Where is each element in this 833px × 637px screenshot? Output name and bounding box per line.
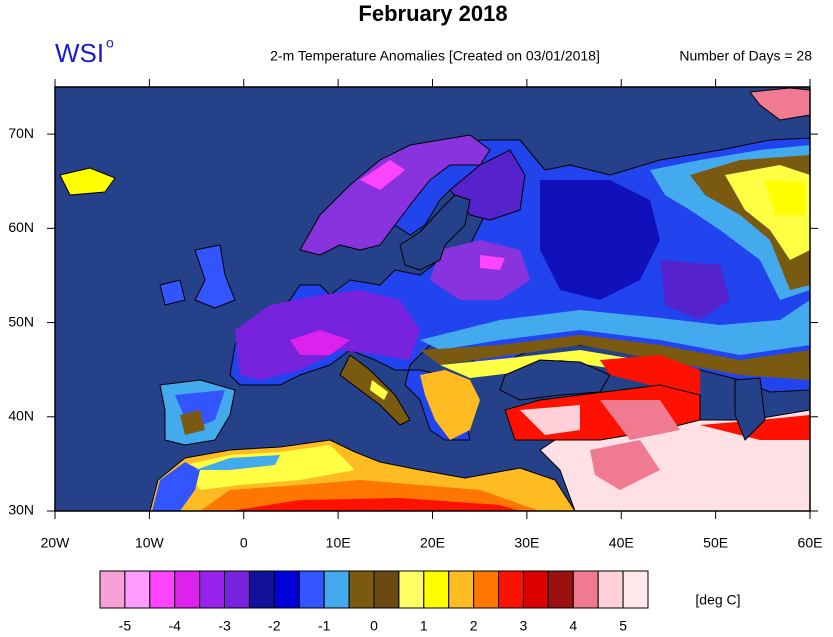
days: Number of Days = 28 (679, 48, 812, 64)
colorbar-box (99, 570, 126, 609)
x-tick-label: 10W (135, 535, 165, 551)
colorbar-box (448, 570, 475, 609)
x-tick-label: 60E (798, 535, 823, 551)
colorbar-box (124, 570, 151, 609)
colorbar-label: 1 (420, 618, 428, 634)
colorbar-box (248, 570, 275, 609)
title: February 2018 (358, 1, 507, 26)
colorbar-box (273, 570, 300, 609)
colorbar-box (323, 570, 350, 609)
map (55, 87, 810, 511)
y-tick-label: 30N (8, 502, 34, 518)
colorbar-box (547, 570, 574, 609)
x-tick-label: 40E (609, 535, 634, 551)
y-tick-label: 70N (8, 125, 34, 141)
y-tick-label: 40N (8, 407, 34, 423)
colorbar-label: 2 (470, 618, 478, 634)
colorbar-box (373, 570, 400, 609)
colorbar-label: 0 (370, 618, 378, 634)
colorbar-box (522, 570, 549, 609)
colorbar-label: -4 (169, 618, 182, 634)
colorbar-box (473, 570, 500, 609)
x-tick-label: 20E (420, 535, 445, 551)
logo-sup: o (106, 35, 114, 51)
logo: WSI (55, 38, 104, 68)
colorbar-box (348, 570, 375, 609)
colorbar-box (572, 570, 599, 609)
x-tick-label: 50E (703, 535, 728, 551)
colorbar-label: 5 (619, 618, 627, 634)
colorbar-box (622, 570, 649, 609)
x-tick-label: 10E (326, 535, 351, 551)
x-tick-label: 0 (240, 535, 248, 551)
colorbar-box (597, 570, 624, 609)
colorbar-label: -2 (268, 618, 281, 634)
colorbar-label: 4 (569, 618, 577, 634)
colorbar-box (423, 570, 450, 609)
colorbar-label: 3 (520, 618, 528, 634)
colorbar-box (398, 570, 425, 609)
colorbar-unit: [deg C] (695, 592, 740, 608)
colorbar-box (224, 570, 250, 609)
y-tick-label: 50N (8, 313, 34, 329)
colorbar-box (174, 570, 201, 609)
colorbar-box (149, 570, 176, 609)
colorbar-label: -3 (218, 618, 231, 634)
colorbar-box (199, 570, 226, 609)
colorbar-label: -5 (119, 618, 132, 634)
colorbar-box (498, 570, 524, 609)
x-tick-label: 20W (41, 535, 71, 551)
colorbar-label: -1 (318, 618, 331, 634)
x-tick-label: 30E (514, 535, 539, 551)
y-tick-label: 60N (8, 219, 34, 235)
colorbar-box (298, 570, 325, 609)
subtitle: 2-m Temperature Anomalies [Created on 03… (270, 48, 600, 64)
